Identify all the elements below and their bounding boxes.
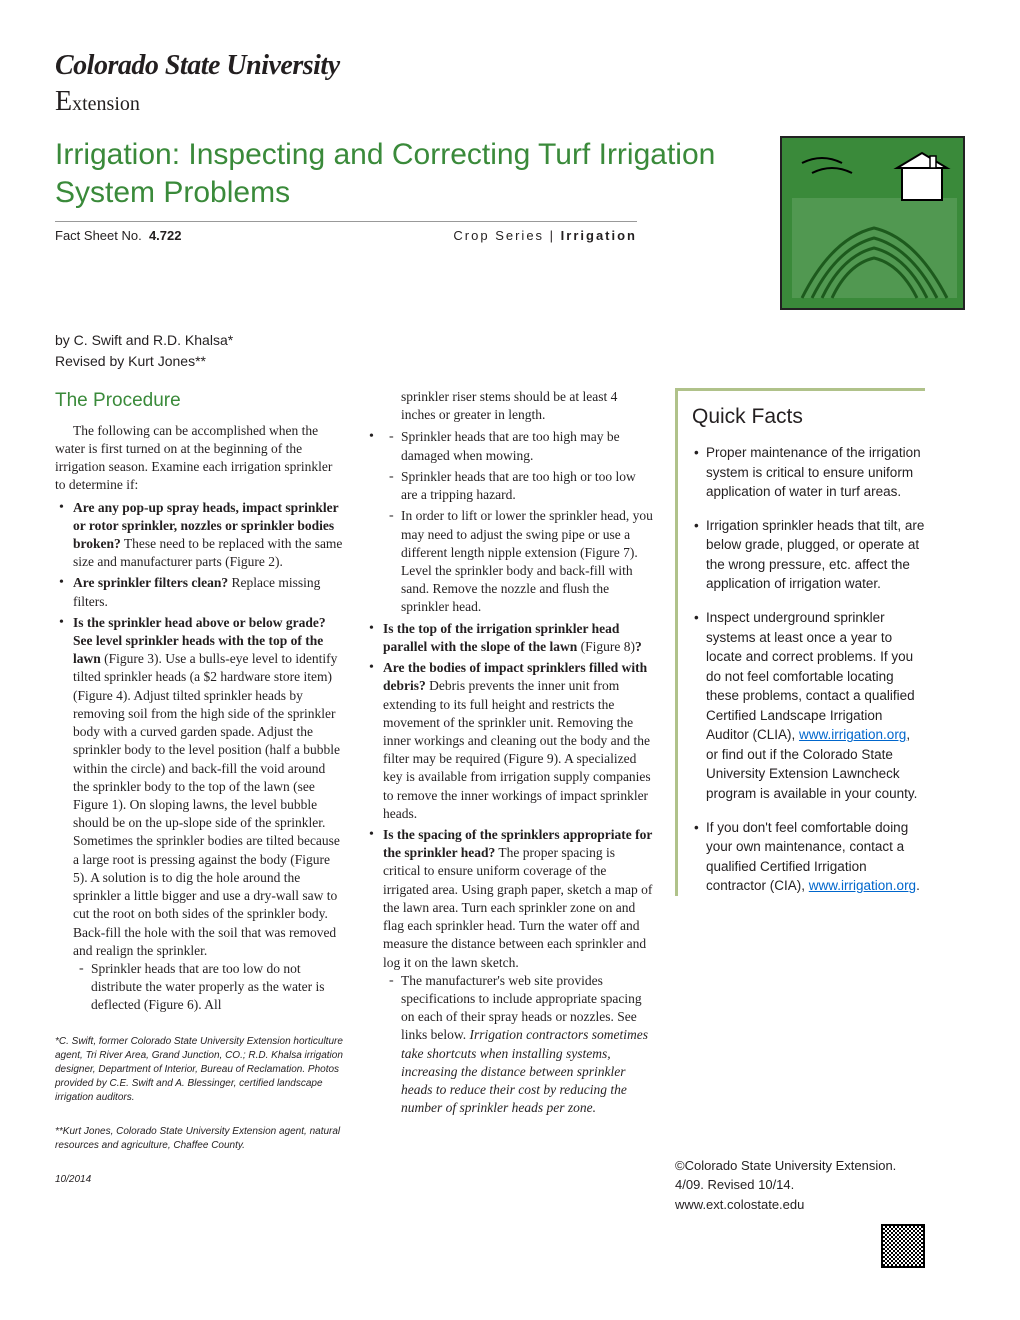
- factsheet-series: Crop Series | Irrigation: [453, 228, 637, 243]
- list-item: Are the bodies of impact sprinklers fill…: [365, 659, 655, 823]
- list-item: Is the top of the irrigation sprinkler h…: [365, 620, 655, 656]
- ext-url: www.ext.colostate.edu: [675, 1195, 925, 1215]
- title-block: Irrigation: Inspecting and Correcting Tu…: [55, 136, 760, 243]
- column-2: sprinkler riser stems should be at least…: [365, 388, 655, 1268]
- sub-item: Sprinkler heads that are too high or too…: [383, 468, 655, 504]
- quick-facts-heading: Quick Facts: [692, 405, 925, 429]
- factsheet-left: Fact Sheet No. 4.722: [55, 228, 182, 243]
- extension-label: Extension: [55, 86, 965, 118]
- quick-facts-list: Proper maintenance of the irrigation sys…: [692, 443, 925, 896]
- extension-rest: xtension: [72, 93, 140, 115]
- authors: by C. Swift and R.D. Khalsa*: [55, 330, 965, 351]
- sub-item: The manufacturer's web site provides spe…: [383, 972, 655, 1118]
- quick-fact-item: Inspect underground sprinkler systems at…: [692, 608, 925, 804]
- quick-fact-item: Proper maintenance of the irrigation sys…: [692, 443, 925, 502]
- procedure-intro: The following can be accomplished when t…: [55, 422, 345, 495]
- list-item: Are any pop-up spray heads, impact sprin…: [55, 499, 345, 572]
- byline: by C. Swift and R.D. Khalsa* Revised by …: [55, 330, 965, 372]
- document-header: Colorado State University Extension: [55, 50, 965, 118]
- list-item: Are sprinkler filters clean? Replace mis…: [55, 574, 345, 610]
- quick-fact-item: Irrigation sprinkler heads that tilt, ar…: [692, 516, 925, 594]
- sub-item: In order to lift or lower the sprinkler …: [383, 507, 655, 616]
- footnote-1: *C. Swift, former Colorado State Univers…: [55, 1035, 345, 1105]
- list-item: Is the sprinkler head above or below gra…: [55, 614, 345, 1015]
- qr-code-icon: [881, 1224, 925, 1268]
- copyright-line: ©Colorado State University Extension. 4/…: [675, 1156, 925, 1195]
- factsheet-line: Fact Sheet No. 4.722 Crop Series | Irrig…: [55, 221, 637, 243]
- footnote-2: **Kurt Jones, Colorado State University …: [55, 1125, 345, 1153]
- sub-item: Sprinkler heads that are too high may be…: [383, 428, 655, 464]
- list-item: Is the spacing of the sprinklers appropr…: [365, 826, 655, 1118]
- extension-e: E: [55, 86, 72, 117]
- sub-item: Sprinkler heads that are too low do not …: [73, 960, 345, 1015]
- university-name: Colorado State University: [55, 50, 965, 82]
- col2-sub-list: Sprinkler heads that are too high may be…: [365, 428, 655, 1117]
- irrigation-link[interactable]: www.irrigation.org: [809, 878, 916, 893]
- footnote-date: 10/2014: [55, 1173, 345, 1187]
- quick-fact-item: If you don't feel comfortable doing your…: [692, 818, 925, 896]
- page-title: Irrigation: Inspecting and Correcting Tu…: [55, 136, 760, 211]
- column-3: Quick Facts Proper maintenance of the ir…: [675, 388, 925, 1268]
- col2-cont: sprinkler riser stems should be at least…: [365, 388, 655, 424]
- main-grid: The Procedure The following can be accom…: [55, 388, 965, 1268]
- column-1: The Procedure The following can be accom…: [55, 388, 345, 1268]
- quick-facts-sidebar: Quick Facts Proper maintenance of the ir…: [675, 388, 925, 896]
- hero-farm-icon: [780, 136, 965, 310]
- revised-by: Revised by Kurt Jones**: [55, 351, 965, 372]
- procedure-heading: The Procedure: [55, 388, 345, 414]
- copyright-block: ©Colorado State University Extension. 4/…: [675, 1156, 925, 1215]
- irrigation-link[interactable]: www.irrigation.org: [799, 727, 906, 742]
- title-row: Irrigation: Inspecting and Correcting Tu…: [55, 136, 965, 310]
- procedure-list: Are any pop-up spray heads, impact sprin…: [55, 499, 345, 1015]
